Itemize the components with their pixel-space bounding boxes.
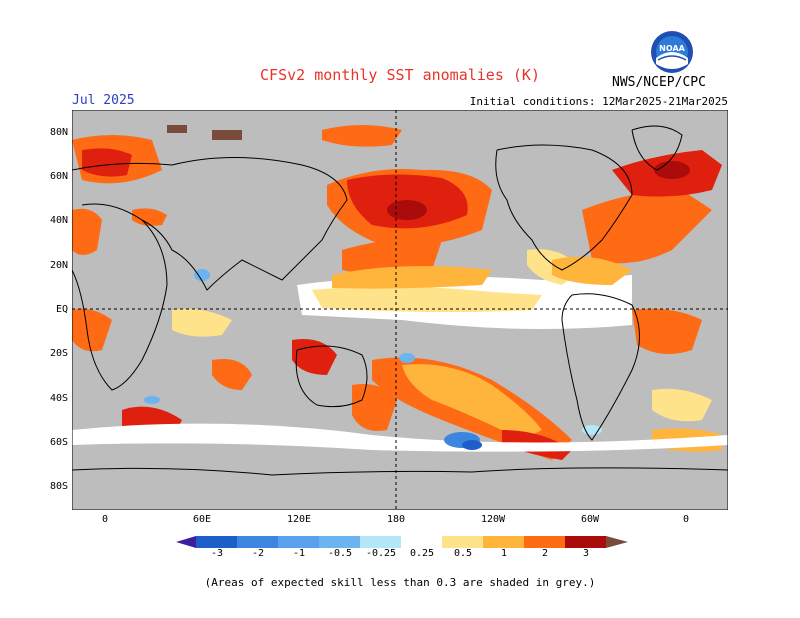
lat-label-20s: 20S: [49, 348, 68, 359]
colorbar-label: -3: [210, 548, 224, 559]
colorbar-label: -0.25: [365, 548, 397, 559]
colorbar-label: 3: [582, 548, 590, 559]
colorbar-bin: [442, 536, 483, 548]
colorbar-bin: [524, 536, 565, 548]
lat-label-60s: 60S: [49, 437, 68, 448]
colorbar-bin: [483, 536, 524, 548]
colorbar-label: 0.5: [453, 548, 473, 559]
anomaly-patches: [72, 125, 728, 460]
footnote: (Areas of expected skill less than 0.3 a…: [204, 576, 596, 589]
colorbar-bin: [360, 536, 401, 548]
lon-label-180: 180: [386, 514, 406, 525]
lat-label-eq: EQ: [55, 304, 68, 315]
lon-label-120e: 120E: [286, 514, 312, 525]
colorbar-bin: [565, 536, 606, 548]
colorbar-label: -0.5: [327, 548, 353, 559]
colorbar-max-arrow: [606, 536, 628, 548]
lat-label-20n: 20N: [49, 260, 68, 271]
noaa-logo: NOAA: [650, 30, 694, 74]
lon-label-60e: 60E: [192, 514, 212, 525]
lat-label-80s: 80S: [49, 481, 68, 492]
forecast-month: Jul 2025: [72, 93, 135, 108]
lon-label-120w: 120W: [480, 514, 506, 525]
colorbar-min-arrow: [176, 536, 196, 548]
colorbar-bin: [278, 536, 319, 548]
colorbar-bin: [401, 536, 442, 548]
lat-label-40s: 40S: [49, 393, 68, 404]
lat-label-60n: 60N: [49, 171, 68, 182]
colorbar-label: -2: [251, 548, 265, 559]
coastlines: [72, 125, 728, 476]
colorbar: [176, 536, 628, 548]
lat-label-80n: 80N: [49, 127, 68, 138]
colorbar-label: 0.25: [409, 548, 435, 559]
map-title: CFSv2 monthly SST anomalies (K): [260, 66, 540, 84]
colorbar-label: 1: [500, 548, 508, 559]
colorbar-bin: [196, 536, 237, 548]
lat-label-40n: 40N: [49, 215, 68, 226]
colorbar-bin: [319, 536, 360, 548]
lon-label-0-east: 0: [682, 514, 690, 525]
colorbar-label: -1: [292, 548, 306, 559]
logo-text: NOAA: [659, 44, 685, 53]
lon-label-0: 0: [101, 514, 109, 525]
sst-anomaly-map: [72, 110, 728, 510]
colorbar-bin: [237, 536, 278, 548]
agency-label: NWS/NCEP/CPC: [612, 75, 706, 90]
colorbar-label: 2: [541, 548, 549, 559]
lon-label-60w: 60W: [580, 514, 600, 525]
initial-conditions: Initial conditions: 12Mar2025-21Mar2025: [469, 95, 728, 108]
